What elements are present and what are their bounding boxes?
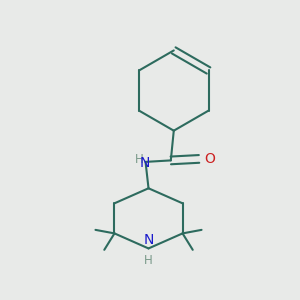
Text: H: H <box>135 153 143 166</box>
Text: N: N <box>143 233 154 247</box>
Text: N: N <box>140 156 150 170</box>
Text: O: O <box>204 152 215 166</box>
Text: H: H <box>144 254 153 267</box>
